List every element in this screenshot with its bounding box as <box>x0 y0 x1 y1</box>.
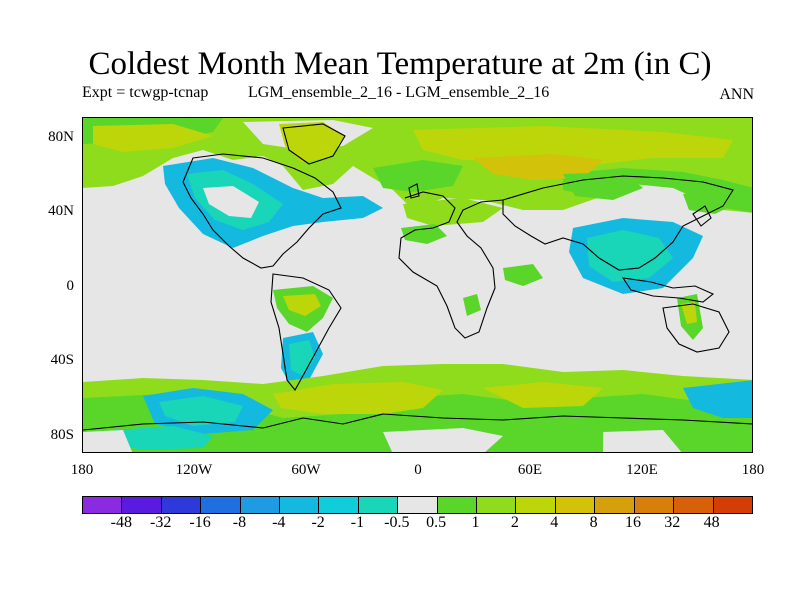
south-america-olive <box>283 294 321 316</box>
lat-tick-80s: 80S <box>50 427 74 443</box>
lat-tick-equator: 0 <box>66 278 75 294</box>
colorbar-swatch <box>398 497 438 513</box>
colorbar-swatch <box>595 497 635 513</box>
lon-tick-60w: 60W <box>291 462 321 478</box>
southern-ocean-teal-south <box>113 426 213 450</box>
colorbar-label: 8 <box>589 514 598 531</box>
greenland-olive <box>279 122 345 162</box>
colorbar-label: 0.5 <box>426 514 447 531</box>
colorbar-swatch <box>674 497 714 513</box>
colorbar-swatch <box>83 497 123 513</box>
colorbar-label: -32 <box>150 514 172 531</box>
coast-antarctica <box>83 413 752 431</box>
colorbar-swatch <box>555 497 596 513</box>
experiment-label: Expt = tcwgp-tcnap <box>82 84 209 101</box>
southern-ocean-olive <box>273 382 443 414</box>
indian-ocean-green <box>503 264 543 286</box>
colorbar-label: 16 <box>624 514 641 531</box>
colorbar-swatch <box>358 497 399 513</box>
colorbar-swatch <box>477 497 517 513</box>
arctic-olive-core <box>93 124 213 152</box>
map-title: Coldest Month Mean Temperature at 2m (in… <box>88 46 712 82</box>
colorbar-swatch <box>319 497 359 513</box>
colorbar-label: -16 <box>189 514 211 531</box>
lon-tick-120e: 120E <box>626 462 658 478</box>
lat-tick-80n: 80N <box>48 129 74 145</box>
south-america-teal <box>289 340 315 376</box>
lon-tick-0: 0 <box>414 462 422 478</box>
colorbar-label: 48 <box>703 514 720 531</box>
coast-asia <box>502 175 734 271</box>
east-africa-green <box>463 294 481 316</box>
lon-tick-180e: 180 <box>741 462 765 478</box>
ensemble-label: LGM_ensemble_2_16 - LGM_ensemble_2_16 <box>248 84 550 101</box>
colorbar-swatch <box>122 497 162 513</box>
colorbar-label: -0.5 <box>384 514 410 531</box>
southern-ocean-cyan-east <box>683 380 752 418</box>
southern-ocean-light-green <box>83 394 752 452</box>
colorbar-label: -4 <box>272 514 286 531</box>
antarctic-neutral-west <box>83 430 133 452</box>
colorbar-swatch <box>161 497 202 513</box>
japan-green <box>683 188 739 214</box>
lon-tick-180w: 180 <box>70 462 94 478</box>
coast-uk <box>408 183 420 199</box>
north-atlantic-green <box>373 160 463 192</box>
colorbar-swatch <box>516 497 556 513</box>
australia-olive <box>681 302 697 324</box>
west-africa-green <box>401 224 447 244</box>
arctic-olive-core-east <box>413 126 733 166</box>
colorbar-label: -2 <box>311 514 325 531</box>
coast-north-america <box>182 153 342 269</box>
lon-tick-120w: 120W <box>175 462 213 478</box>
antarctic-neutral-center <box>383 428 503 452</box>
lat-tick-40s: 40S <box>50 352 74 368</box>
southern-ocean-olive-east <box>483 382 603 408</box>
temperature-map <box>82 117 753 453</box>
colorbar-swatch <box>240 497 281 513</box>
period-label: ANN <box>719 86 754 103</box>
coast-europe-africa <box>398 191 504 339</box>
colorbar-label: -48 <box>110 514 132 531</box>
coast-greenland <box>282 123 346 165</box>
colorbar-swatch <box>634 497 675 513</box>
colorbar-label: 2 <box>510 514 519 531</box>
colorbar-label: 1 <box>471 514 480 531</box>
colorbar-swatch <box>437 497 478 513</box>
coast-japan <box>692 205 712 227</box>
colorbar-label: -8 <box>232 514 247 531</box>
north-america-inner-neutral <box>203 186 259 218</box>
siberia-olive <box>473 154 603 180</box>
central-asia-green <box>563 172 643 200</box>
lat-tick-40n: 40N <box>48 203 74 219</box>
east-asia-teal <box>587 230 673 282</box>
colorbar <box>82 496 753 514</box>
colorbar-swatch <box>713 497 752 513</box>
southern-ocean-teal-west <box>159 396 243 426</box>
colorbar-label: -1 <box>350 514 365 531</box>
colorbar-swatch <box>280 497 320 513</box>
colorbar-label: 32 <box>664 514 681 531</box>
coast-australia <box>662 303 730 353</box>
colorbar-label: 4 <box>550 514 559 531</box>
coast-south-america <box>270 273 342 391</box>
coast-indonesia <box>621 277 715 303</box>
map-canvas <box>83 118 752 452</box>
antarctic-neutral-east <box>603 430 682 452</box>
lon-tick-60e: 60E <box>517 462 543 478</box>
colorbar-swatch <box>201 497 241 513</box>
coastlines <box>83 123 752 431</box>
